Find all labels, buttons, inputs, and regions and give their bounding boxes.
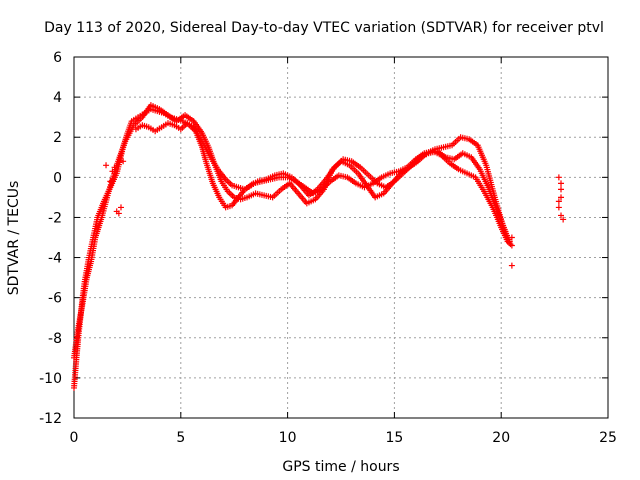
data-point xyxy=(103,162,110,169)
x-tick-label: 15 xyxy=(385,430,403,446)
data-point xyxy=(558,212,565,219)
data-point xyxy=(558,194,565,201)
y-tick-label: -6 xyxy=(48,291,62,307)
data-point xyxy=(558,186,565,193)
data-point xyxy=(560,216,567,223)
axis-ticks: 0 5 10 15 20 25 -12 -10 -8 -6 -4 -2 0 2 4 6 xyxy=(39,50,617,446)
y-tick-label: -8 xyxy=(48,331,62,347)
data-point xyxy=(555,198,562,205)
y-tick-label: -2 xyxy=(48,210,62,226)
x-tick-label: 0 xyxy=(70,430,79,446)
data-point xyxy=(558,180,565,187)
data-point xyxy=(115,210,122,217)
data-point xyxy=(555,174,562,181)
y-tick-label: 6 xyxy=(53,50,62,66)
y-tick-label: 0 xyxy=(53,170,62,186)
data-point xyxy=(120,158,127,165)
data-points xyxy=(71,102,567,391)
data-point xyxy=(508,242,515,249)
data-point xyxy=(508,262,515,269)
grid-lines xyxy=(74,57,608,418)
data-point xyxy=(502,228,509,235)
data-point xyxy=(109,168,116,175)
x-axis-label: GPS time / hours xyxy=(282,459,399,475)
data-point xyxy=(111,164,118,171)
data-point xyxy=(555,204,562,211)
data-point xyxy=(508,234,515,241)
x-tick-label: 20 xyxy=(492,430,510,446)
x-tick-label: 5 xyxy=(176,430,185,446)
plot-frame xyxy=(73,56,609,419)
x-tick-label: 10 xyxy=(279,430,297,446)
y-tick-label: 2 xyxy=(53,130,62,146)
y-tick-label: 4 xyxy=(53,90,62,106)
data-point xyxy=(117,204,124,211)
data-point xyxy=(107,178,114,185)
y-axis-label: SDTVAR / TECUs xyxy=(6,181,22,296)
y-tick-label: -10 xyxy=(39,371,62,387)
data-point xyxy=(506,238,513,245)
y-tick-label: -4 xyxy=(48,251,62,267)
chart-title: Day 113 of 2020, Sidereal Day-to-day VTE… xyxy=(44,20,604,36)
x-tick-label: 25 xyxy=(599,430,617,446)
y-tick-label: -12 xyxy=(39,411,62,427)
